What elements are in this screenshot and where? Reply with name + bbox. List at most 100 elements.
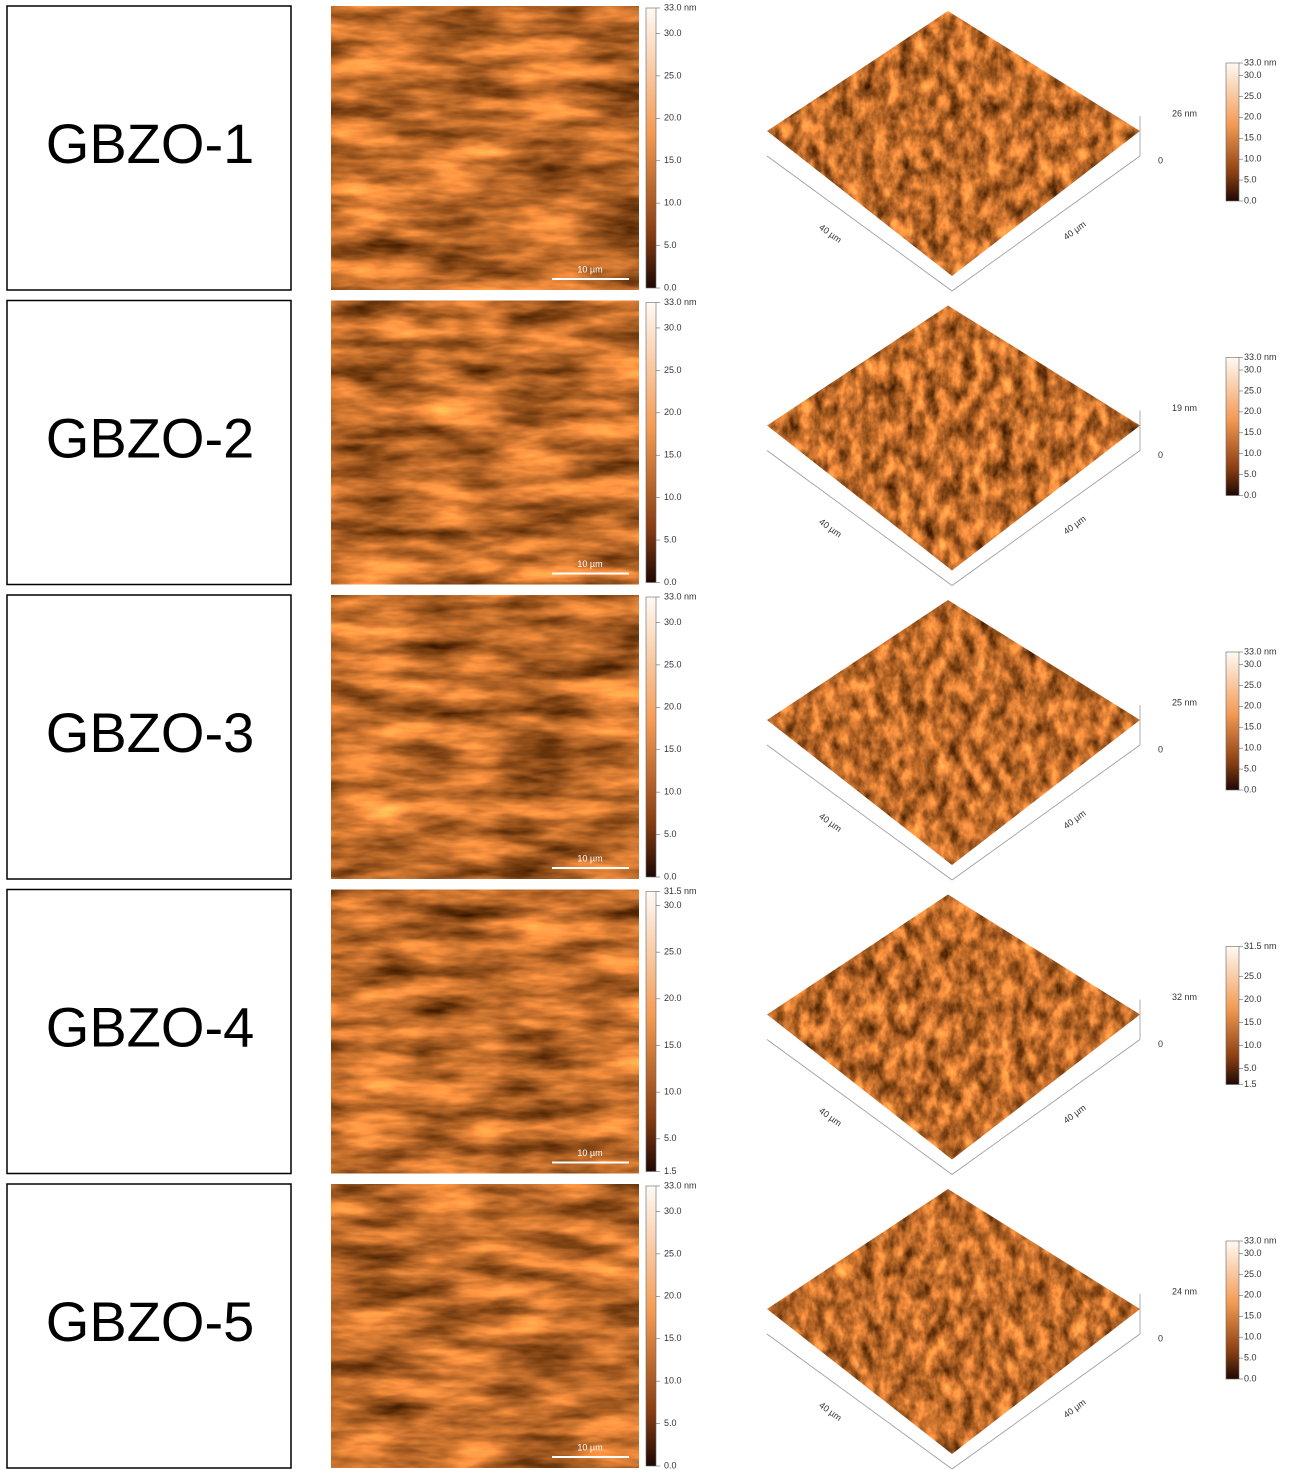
colorbar-label: 25.0 — [664, 659, 682, 669]
z-min-label: 0 — [1158, 155, 1163, 165]
colorbar — [1226, 358, 1239, 496]
z-min-label: 0 — [1158, 1039, 1163, 1049]
colorbar-label: 1.5 — [664, 1166, 677, 1176]
colorbar-label: 10.0 — [664, 492, 682, 502]
colorbar-label: 33.0 nm — [1244, 646, 1277, 656]
colorbar-label: 25.0 — [1244, 971, 1262, 981]
colorbar-label: 0.0 — [1244, 490, 1257, 500]
colorbar — [1226, 652, 1239, 790]
colorbar-label: 0.0 — [664, 577, 677, 587]
afm-3d-surface — [767, 11, 1140, 276]
colorbar-label: 15.0 — [1244, 1017, 1262, 1027]
colorbar-label: 31.5 nm — [664, 886, 697, 896]
colorbar — [646, 1186, 656, 1466]
colorbar-label: 30.0 — [664, 28, 682, 38]
colorbar-label: 0.0 — [1244, 784, 1257, 794]
scale-bar-label: 10 µm — [577, 1148, 602, 1158]
colorbar-label: 33.0 nm — [664, 1180, 697, 1190]
colorbar-label: 30.0 — [1244, 364, 1262, 374]
colorbar-label: 5.0 — [1244, 469, 1257, 479]
sample-label: GBZO-4 — [46, 995, 254, 1058]
x-axis-label: 40 µm — [817, 517, 843, 540]
figure-row: GBZO-310 µm33.0 nm30.025.020.015.010.05.… — [7, 591, 1277, 881]
colorbar-label: 25.0 — [1244, 385, 1262, 395]
colorbar-label: 20.0 — [664, 993, 682, 1003]
colorbar-label: 20.0 — [1244, 701, 1262, 711]
x-axis-label: 40 µm — [817, 1400, 843, 1423]
colorbar-label: 5.0 — [664, 534, 677, 544]
y-axis-label: 40 µm — [1061, 1397, 1087, 1420]
colorbar-label: 20.0 — [664, 702, 682, 712]
colorbar-label: 0.0 — [664, 871, 677, 881]
colorbar-label: 5.0 — [1244, 1063, 1257, 1073]
afm-2d-image — [331, 1184, 639, 1468]
y-axis-label: 40 µm — [1061, 808, 1087, 831]
colorbar-label: 30.0 — [664, 900, 682, 910]
colorbar-label: 5.0 — [1244, 1352, 1257, 1362]
colorbar-label: 30.0 — [664, 617, 682, 627]
z-max-label: 24 nm — [1172, 1286, 1197, 1296]
colorbar-label: 25.0 — [664, 1248, 682, 1258]
colorbar-label: 10.0 — [664, 198, 682, 208]
colorbar-label: 5.0 — [664, 240, 677, 250]
scale-bar-label: 10 µm — [577, 559, 602, 569]
colorbar-label: 25.0 — [664, 70, 682, 80]
colorbar — [646, 8, 656, 288]
colorbar — [646, 892, 656, 1172]
colorbar-label: 15.0 — [664, 744, 682, 754]
colorbar-label: 10.0 — [664, 1087, 682, 1097]
colorbar-label: 25.0 — [1244, 91, 1262, 101]
colorbar-label: 33.0 nm — [664, 2, 697, 12]
colorbar-label: 10.0 — [1244, 154, 1262, 164]
z-max-label: 32 nm — [1172, 992, 1197, 1002]
colorbar-label: 20.0 — [1244, 406, 1262, 416]
x-axis-label: 40 µm — [817, 811, 843, 834]
colorbar — [1226, 63, 1239, 201]
afm-figure: GBZO-110 µm33.0 nm30.025.020.015.010.05.… — [0, 0, 1297, 1470]
sample-label: GBZO-3 — [46, 701, 254, 764]
colorbar-label: 15.0 — [664, 155, 682, 165]
z-min-label: 0 — [1158, 1333, 1163, 1343]
colorbar-label: 5.0 — [664, 1133, 677, 1143]
afm-3d-surface — [767, 895, 1140, 1160]
colorbar-label: 15.0 — [664, 1333, 682, 1343]
afm-2d-image — [331, 6, 639, 290]
colorbar-label: 10.0 — [664, 1376, 682, 1386]
colorbar-label: 5.0 — [664, 1418, 677, 1428]
colorbar-label: 31.5 nm — [1244, 941, 1277, 951]
colorbar-label: 0.0 — [664, 1460, 677, 1470]
y-axis-label: 40 µm — [1061, 1103, 1087, 1126]
colorbar-label: 5.0 — [1244, 763, 1257, 773]
colorbar-label: 0.0 — [1244, 195, 1257, 205]
afm-2d-image — [331, 301, 639, 585]
afm-2d-image — [331, 595, 639, 879]
colorbar-label: 0.0 — [1244, 1373, 1257, 1383]
afm-3d-surface — [767, 1189, 1140, 1454]
colorbar-label: 15.0 — [1244, 133, 1262, 143]
colorbar-label: 25.0 — [664, 365, 682, 375]
colorbar-label: 0.0 — [664, 282, 677, 292]
colorbar-label: 1.5 — [1244, 1079, 1257, 1089]
sample-label: GBZO-5 — [46, 1290, 254, 1353]
figure-row: GBZO-5 10 µm 33.0 nm 30.0 25.0 20.0 15.0 10.0 5.… — [7, 1180, 1277, 1470]
colorbar-label: 15.0 — [664, 450, 682, 460]
colorbar-label: 33.0 nm — [1244, 352, 1277, 362]
scale-bar-label: 10 µm — [577, 1442, 602, 1452]
colorbar-label: 25.0 — [1244, 680, 1262, 690]
colorbar-label: 25.0 — [1244, 1269, 1262, 1279]
figure-row: GBZO-4 10 µm 31.5 nm 30.0 25.0 20.0 15.0 10.0 5.… — [7, 886, 1277, 1176]
z-min-label: 0 — [1158, 744, 1163, 754]
z-max-label: 26 nm — [1172, 108, 1197, 118]
colorbar-label: 10.0 — [1244, 448, 1262, 458]
afm-2d-image — [331, 890, 639, 1174]
colorbar-label: 15.0 — [1244, 1311, 1262, 1321]
colorbar-label: 20.0 — [1244, 112, 1262, 122]
colorbar-label: 20.0 — [1244, 1290, 1262, 1300]
colorbar-label: 30.0 — [1244, 1248, 1262, 1258]
colorbar-label: 10.0 — [1244, 743, 1262, 753]
y-axis-label: 40 µm — [1061, 219, 1087, 242]
colorbar-label: 30.0 — [664, 1206, 682, 1216]
colorbar — [1226, 1241, 1239, 1379]
z-min-label: 0 — [1158, 450, 1163, 460]
